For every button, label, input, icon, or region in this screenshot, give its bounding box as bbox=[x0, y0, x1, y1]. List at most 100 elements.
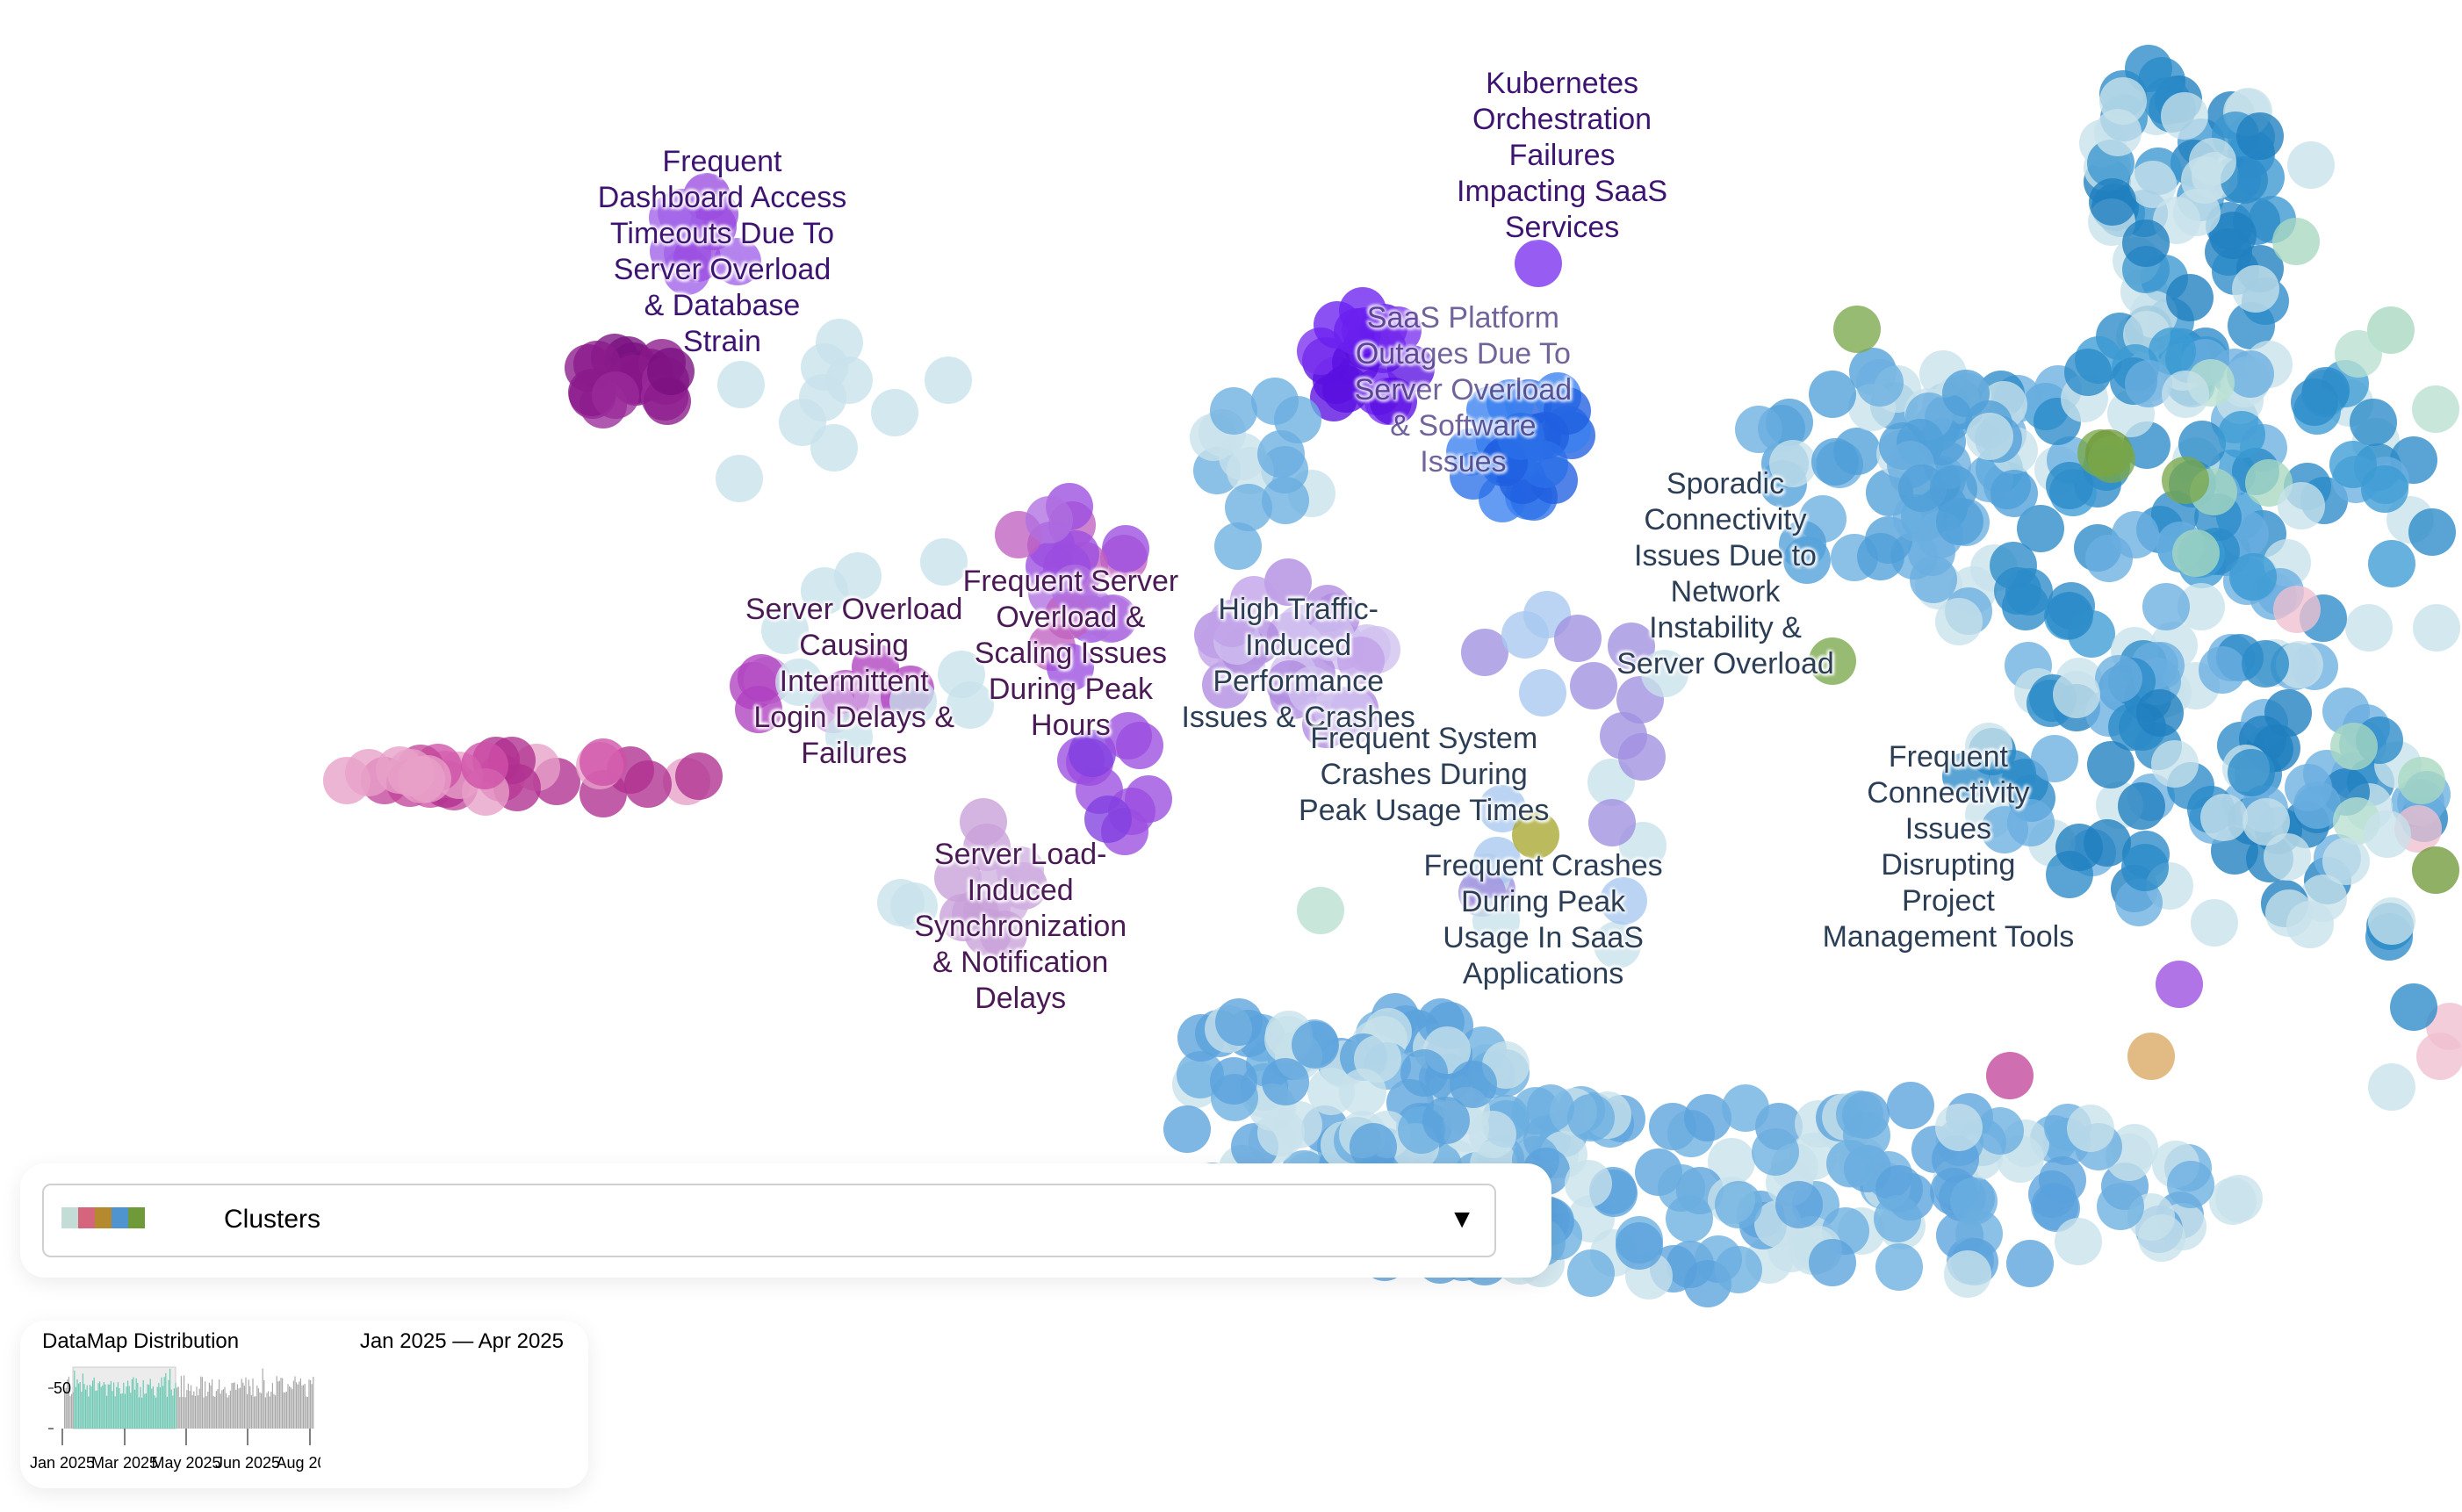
data-point[interactable] bbox=[624, 760, 673, 809]
data-point[interactable] bbox=[964, 909, 1012, 957]
data-point[interactable] bbox=[2284, 764, 2332, 812]
data-point[interactable] bbox=[2150, 740, 2199, 788]
data-point[interactable] bbox=[2367, 896, 2415, 945]
data-point[interactable] bbox=[920, 538, 968, 587]
data-point[interactable] bbox=[2096, 1183, 2144, 1231]
data-point[interactable] bbox=[1046, 644, 1094, 692]
data-point[interactable] bbox=[889, 677, 937, 725]
data-point[interactable] bbox=[2006, 1240, 2055, 1288]
data-point[interactable] bbox=[1369, 378, 1417, 426]
data-point[interactable] bbox=[2412, 604, 2460, 652]
data-point[interactable] bbox=[2064, 349, 2113, 397]
data-point[interactable] bbox=[1349, 1123, 1397, 1171]
data-point[interactable] bbox=[1496, 413, 1544, 461]
data-point[interactable] bbox=[2189, 137, 2237, 185]
data-point[interactable] bbox=[1735, 406, 1783, 454]
data-point[interactable] bbox=[1449, 451, 1497, 500]
data-point[interactable] bbox=[1779, 521, 1827, 569]
data-point[interactable] bbox=[1809, 1239, 1857, 1287]
data-point[interactable] bbox=[1935, 498, 1983, 546]
data-point[interactable] bbox=[2408, 508, 2456, 556]
data-point[interactable] bbox=[1296, 887, 1344, 935]
data-point[interactable] bbox=[1944, 1250, 1992, 1299]
data-point[interactable] bbox=[734, 685, 782, 733]
data-point[interactable] bbox=[2415, 1032, 2462, 1080]
data-point[interactable] bbox=[1209, 387, 1257, 436]
data-point[interactable] bbox=[2290, 378, 2338, 427]
data-point[interactable] bbox=[801, 566, 849, 615]
data-point[interactable] bbox=[673, 234, 722, 283]
data-point[interactable] bbox=[1886, 1082, 1934, 1130]
data-point[interactable] bbox=[2054, 1217, 2102, 1265]
data-point[interactable] bbox=[2397, 757, 2445, 805]
data-point[interactable] bbox=[1292, 1020, 1340, 1069]
data-point[interactable] bbox=[2363, 810, 2411, 858]
data-point[interactable] bbox=[1051, 564, 1099, 612]
data-point[interactable] bbox=[1994, 566, 2042, 615]
data-point[interactable] bbox=[2030, 735, 2078, 783]
data-point[interactable] bbox=[1519, 669, 1567, 717]
data-point[interactable] bbox=[889, 882, 938, 931]
data-point[interactable] bbox=[2095, 654, 2143, 702]
data-point[interactable] bbox=[2199, 794, 2248, 842]
data-point[interactable] bbox=[1942, 369, 1990, 417]
data-point[interactable] bbox=[2172, 529, 2221, 578]
data-point[interactable] bbox=[2329, 440, 2377, 488]
data-point[interactable] bbox=[1833, 306, 1882, 354]
data-point[interactable] bbox=[1567, 1249, 1616, 1298]
data-point[interactable] bbox=[947, 680, 995, 729]
data-point[interactable] bbox=[2165, 273, 2214, 321]
data-point[interactable] bbox=[1102, 525, 1149, 573]
data-point[interactable] bbox=[2122, 219, 2170, 267]
data-point[interactable] bbox=[1511, 811, 1559, 860]
data-point[interactable] bbox=[1811, 437, 1860, 486]
data-point[interactable] bbox=[1809, 371, 1857, 419]
data-point[interactable] bbox=[2330, 723, 2379, 771]
data-point[interactable] bbox=[2198, 645, 2246, 694]
data-point[interactable] bbox=[2135, 689, 2184, 738]
data-point[interactable] bbox=[2137, 1213, 2185, 1262]
data-point[interactable] bbox=[2350, 399, 2398, 447]
data-point[interactable] bbox=[2286, 900, 2334, 948]
data-point[interactable] bbox=[761, 606, 810, 654]
data-point[interactable] bbox=[2052, 670, 2100, 718]
data-point[interactable] bbox=[2066, 1105, 2114, 1153]
data-point[interactable] bbox=[2172, 189, 2221, 237]
data-point[interactable] bbox=[1163, 1105, 1211, 1154]
data-point[interactable] bbox=[1461, 629, 1509, 677]
data-point[interactable] bbox=[2368, 1062, 2416, 1111]
data-point[interactable] bbox=[1125, 775, 1173, 824]
data-point[interactable] bbox=[1224, 484, 1272, 531]
data-point[interactable] bbox=[1215, 998, 1263, 1047]
data-point[interactable] bbox=[2190, 899, 2238, 947]
data-point[interactable] bbox=[1337, 636, 1386, 684]
data-point[interactable] bbox=[460, 742, 508, 790]
data-point[interactable] bbox=[1588, 798, 1637, 846]
data-point[interactable] bbox=[1934, 597, 1983, 645]
data-point[interactable] bbox=[1826, 1140, 1875, 1188]
data-point[interactable] bbox=[1313, 301, 1361, 349]
data-point[interactable] bbox=[1666, 1195, 1714, 1243]
data-point[interactable] bbox=[1769, 439, 1818, 487]
data-point[interactable] bbox=[1570, 661, 1618, 709]
data-point[interactable] bbox=[779, 398, 827, 446]
data-point[interactable] bbox=[2046, 591, 2094, 639]
data-point[interactable] bbox=[2217, 411, 2265, 459]
data-point[interactable] bbox=[2277, 481, 2325, 529]
data-point[interactable] bbox=[2120, 843, 2169, 891]
data-point[interactable] bbox=[2155, 961, 2203, 1009]
data-point[interactable] bbox=[1722, 1084, 1770, 1132]
data-point[interactable] bbox=[825, 712, 874, 760]
data-point[interactable] bbox=[397, 756, 445, 804]
data-point[interactable] bbox=[1400, 1048, 1449, 1097]
data-point[interactable] bbox=[1855, 358, 1904, 407]
data-point[interactable] bbox=[2161, 92, 2209, 140]
data-point[interactable] bbox=[1566, 1094, 1615, 1142]
data-point[interactable] bbox=[2085, 534, 2134, 582]
data-point[interactable] bbox=[2367, 539, 2415, 587]
data-point[interactable] bbox=[2214, 1175, 2263, 1223]
data-point[interactable] bbox=[997, 846, 1045, 895]
data-point[interactable] bbox=[1950, 1177, 1998, 1225]
data-point[interactable] bbox=[1897, 464, 1946, 513]
data-point[interactable] bbox=[2229, 552, 2278, 601]
